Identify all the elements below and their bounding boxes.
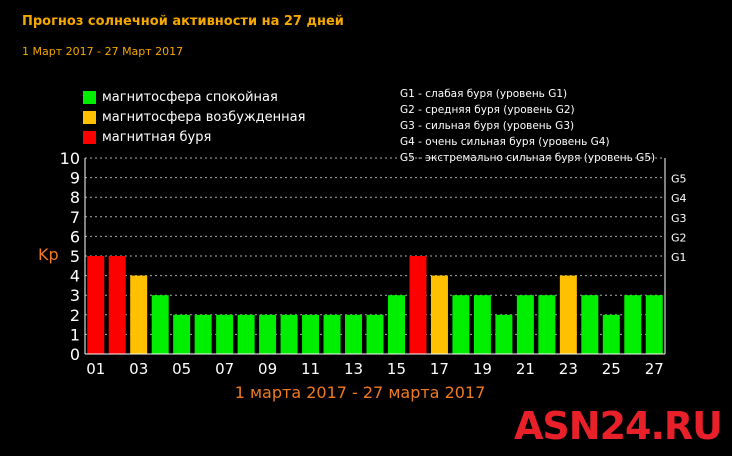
storm-level-g3: G3 - сильная буря (уровень G3)	[400, 120, 575, 132]
x-tick-label: 07	[215, 360, 234, 378]
x-tick-label: 01	[86, 360, 105, 378]
x-tick-label: 21	[516, 360, 535, 378]
bar-day-20	[495, 314, 513, 354]
x-axis-label: 1 марта 2017 - 27 марта 2017	[235, 383, 486, 402]
bar-day-09	[259, 314, 277, 354]
bar-day-03	[130, 275, 148, 354]
x-tick-label: 13	[344, 360, 363, 378]
right-tick-label: G2	[671, 231, 687, 244]
legend-swatch-red	[83, 130, 96, 144]
y-axis-label: Kp	[38, 245, 59, 264]
bar-day-24	[581, 295, 599, 354]
bar-day-05	[173, 314, 191, 354]
storm-level-legend: G1 - слабая буря (уровень G1) G2 - средн…	[400, 86, 655, 166]
x-tick-label: 27	[645, 360, 664, 378]
bar-day-13	[345, 314, 363, 354]
bar-day-02	[108, 256, 126, 354]
y-tick-label: 0	[70, 345, 80, 364]
x-tick-label: 03	[129, 360, 148, 378]
legend-label: магнитная буря	[102, 129, 212, 145]
bar-day-11	[302, 314, 320, 354]
right-tick-label: G1	[671, 251, 687, 264]
page-title: Прогноз солнечной активности на 27 дней	[22, 14, 344, 29]
y-tick-label: 2	[70, 306, 80, 325]
bar-day-06	[194, 314, 212, 354]
bar-day-22	[538, 295, 556, 354]
storm-level-g4: G4 - очень сильная буря (уровень G4)	[400, 136, 610, 148]
legend-swatch-green	[83, 90, 96, 104]
y-tick-label: 5	[70, 247, 80, 266]
legend-item-storm: магнитная буря	[83, 127, 305, 147]
x-tick-label: 05	[172, 360, 191, 378]
storm-level-g2: G2 - средняя буря (уровень G2)	[400, 104, 575, 116]
bar-day-25	[602, 314, 620, 354]
y-tick-label: 6	[70, 227, 80, 246]
x-tick-label: 09	[258, 360, 277, 378]
right-tick-label: G5	[671, 173, 687, 186]
bar-day-16	[409, 256, 427, 354]
x-tick-label: 19	[473, 360, 492, 378]
bar-day-27	[645, 295, 663, 354]
y-tick-label: 7	[70, 208, 80, 227]
bar-day-01	[87, 256, 105, 354]
right-tick-label: G4	[671, 192, 687, 205]
y-tick-label: 4	[70, 267, 80, 286]
bar-day-08	[237, 314, 255, 354]
x-tick-label: 15	[387, 360, 406, 378]
bar-day-04	[151, 295, 169, 354]
right-tick-label: G3	[671, 212, 687, 225]
bar-day-23	[559, 275, 577, 354]
bar-day-21	[516, 295, 534, 354]
bar-day-26	[624, 295, 642, 354]
bar-day-15	[387, 295, 405, 354]
legend-item-quiet: магнитосфера спокойная	[83, 87, 305, 107]
y-tick-label: 9	[70, 169, 80, 188]
x-tick-label: 11	[301, 360, 320, 378]
bar-day-14	[366, 314, 384, 354]
y-tick-label: 1	[70, 325, 80, 344]
y-tick-label: 3	[70, 286, 80, 305]
watermark-logo: ASN24.RU	[513, 404, 723, 448]
storm-level-g5: G5 - экстремально сильная буря (уровень …	[400, 152, 656, 164]
bar-day-18	[452, 295, 470, 354]
date-range-subtitle: 1 Март 2017 - 27 Март 2017	[22, 45, 184, 58]
bar-day-19	[473, 295, 491, 354]
x-tick-label: 25	[602, 360, 621, 378]
storm-level-g1: G1 - слабая буря (уровень G1)	[400, 88, 568, 100]
y-tick-label: 8	[70, 188, 80, 207]
color-legend: магнитосфера спокойная магнитосфера возб…	[83, 87, 305, 147]
bar-day-10	[280, 314, 298, 354]
bar-day-12	[323, 314, 341, 354]
x-tick-label: 17	[430, 360, 449, 378]
y-tick-label: 10	[60, 149, 80, 168]
legend-swatch-yellow	[83, 110, 96, 124]
x-tick-label: 23	[559, 360, 578, 378]
legend-label: магнитосфера возбужденная	[102, 109, 306, 125]
bar-day-17	[430, 275, 448, 354]
legend-item-excited: магнитосфера возбужденная	[83, 107, 305, 127]
legend-label: магнитосфера спокойная	[102, 89, 278, 105]
bar-day-07	[216, 314, 234, 354]
